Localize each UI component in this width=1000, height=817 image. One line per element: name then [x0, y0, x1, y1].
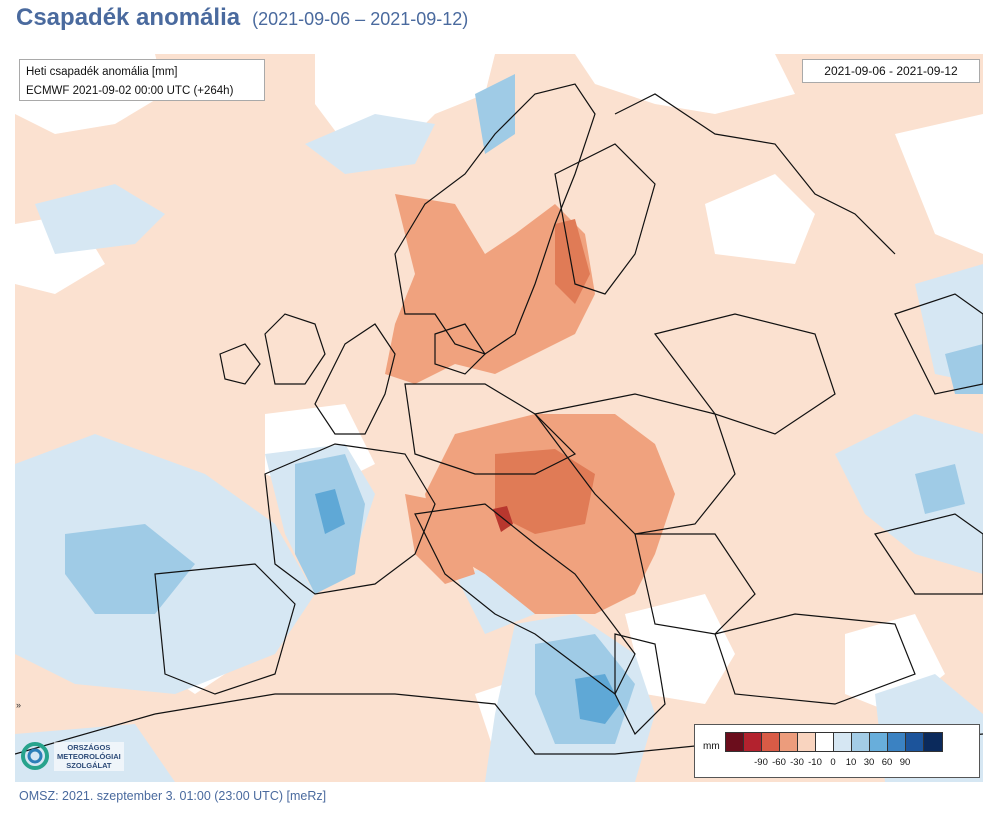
- legend-tick-label: 30: [863, 757, 875, 768]
- legend-swatch: [816, 733, 834, 751]
- legend-tick-label: -60: [772, 757, 786, 768]
- page-title: Csapadék anomália: [16, 4, 241, 31]
- legend-tick-label: -90: [754, 757, 768, 768]
- map-info-box: Heti csapadék anomália [mm] ECMWF 2021-0…: [19, 59, 265, 101]
- omsz-logo: ORSZÁGOS METEOROLÓGIAI SZOLGÁLAT: [20, 736, 138, 776]
- dry-strong-areas: [495, 219, 595, 534]
- legend-swatch: [870, 733, 888, 751]
- map-canvas: [15, 54, 983, 782]
- map-corner-mark: »: [16, 700, 22, 710]
- legend-swatches: [725, 732, 943, 752]
- info-title: Heti csapadék anomália [mm]: [26, 66, 178, 78]
- color-legend: mm -90 -60 -30 -10 0 10 30 60 90: [694, 724, 980, 778]
- anomaly-map[interactable]: [15, 54, 983, 782]
- legend-tick-label: -10: [808, 757, 822, 768]
- legend-swatch: [834, 733, 852, 751]
- logo-line-2: METEOROLÓGIAI: [57, 751, 121, 761]
- legend-swatch: [726, 733, 744, 751]
- logo-text: ORSZÁGOS METEOROLÓGIAI SZOLGÁLAT: [54, 741, 124, 771]
- wet-strong-areas: [315, 489, 620, 724]
- page-header: Csapadék anomália (2021-09-06 – 2021-09-…: [16, 4, 468, 34]
- legend-swatch: [906, 733, 924, 751]
- legend-tick-label: -30: [790, 757, 804, 768]
- legend-swatch: [762, 733, 780, 751]
- footer-timestamp: OMSZ: 2021. szeptember 3. 01:00 (23:00 U…: [19, 789, 327, 803]
- legend-tick-label: 90: [899, 757, 911, 768]
- legend-swatch: [744, 733, 762, 751]
- map-date-range: 2021-09-06 - 2021-09-12: [802, 59, 980, 83]
- legend-tick-label: 60: [881, 757, 893, 768]
- logo-line-1: ORSZÁGOS: [67, 742, 111, 752]
- page-period: (2021-09-06 – 2021-09-12): [252, 9, 469, 29]
- logo-line-3: SZOLGÁLAT: [66, 760, 112, 770]
- legend-tick-label: 0: [830, 757, 836, 768]
- legend-tick-label: 10: [845, 757, 857, 768]
- borders: [15, 83, 983, 755]
- legend-swatch: [852, 733, 870, 751]
- info-model-run: ECMWF 2021-09-02 00:00 UTC (+264h): [26, 85, 234, 97]
- legend-ticks: -90 -60 -30 -10 0 10 30 60 90: [725, 757, 981, 771]
- legend-swatch: [888, 733, 906, 751]
- logo-icon: [21, 742, 49, 770]
- legend-swatch: [798, 733, 816, 751]
- legend-swatch: [780, 733, 798, 751]
- legend-unit: mm: [703, 741, 720, 752]
- legend-swatch: [924, 733, 942, 751]
